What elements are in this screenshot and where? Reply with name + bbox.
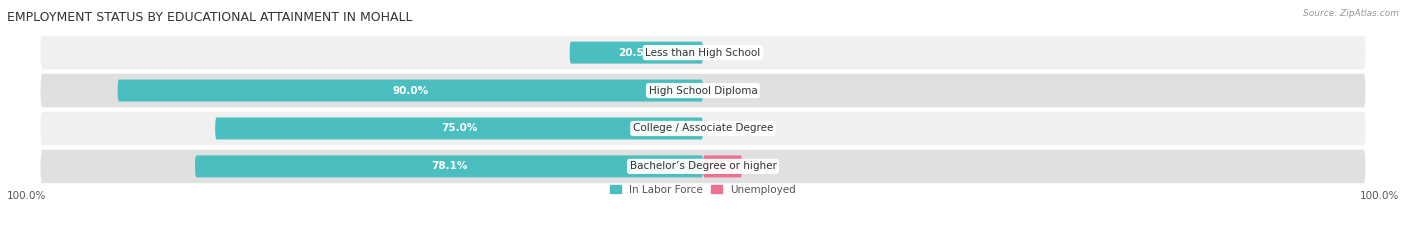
FancyBboxPatch shape xyxy=(195,155,703,177)
Text: Less than High School: Less than High School xyxy=(645,48,761,58)
Text: 20.5%: 20.5% xyxy=(619,48,654,58)
Text: Source: ZipAtlas.com: Source: ZipAtlas.com xyxy=(1303,9,1399,18)
Text: 100.0%: 100.0% xyxy=(1360,191,1399,201)
Text: Bachelor’s Degree or higher: Bachelor’s Degree or higher xyxy=(630,161,776,171)
FancyBboxPatch shape xyxy=(39,35,1367,70)
Text: 90.0%: 90.0% xyxy=(392,86,429,96)
Text: College / Associate Degree: College / Associate Degree xyxy=(633,123,773,134)
Text: EMPLOYMENT STATUS BY EDUCATIONAL ATTAINMENT IN MOHALL: EMPLOYMENT STATUS BY EDUCATIONAL ATTAINM… xyxy=(7,11,412,24)
FancyBboxPatch shape xyxy=(39,111,1367,146)
Text: 0.0%: 0.0% xyxy=(720,86,745,96)
FancyBboxPatch shape xyxy=(39,149,1367,184)
Text: 0.0%: 0.0% xyxy=(720,48,745,58)
Text: High School Diploma: High School Diploma xyxy=(648,86,758,96)
Text: 0.0%: 0.0% xyxy=(720,123,745,134)
FancyBboxPatch shape xyxy=(118,79,703,102)
FancyBboxPatch shape xyxy=(215,117,703,140)
Text: 100.0%: 100.0% xyxy=(7,191,46,201)
Text: 75.0%: 75.0% xyxy=(441,123,477,134)
Text: 6.0%: 6.0% xyxy=(752,161,778,171)
FancyBboxPatch shape xyxy=(39,73,1367,108)
Text: 78.1%: 78.1% xyxy=(430,161,467,171)
FancyBboxPatch shape xyxy=(569,42,703,64)
Legend: In Labor Force, Unemployed: In Labor Force, Unemployed xyxy=(606,181,800,199)
FancyBboxPatch shape xyxy=(703,155,742,177)
